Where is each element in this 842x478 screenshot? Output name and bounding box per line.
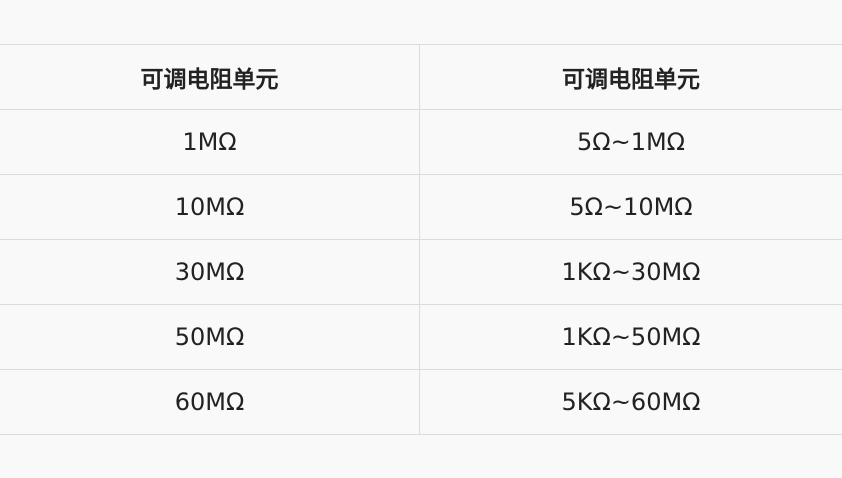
table-cell: 1MΩ: [0, 109, 420, 175]
table-cell: 10MΩ: [0, 174, 420, 240]
table-cell: 30MΩ: [0, 239, 420, 305]
table-row: 30MΩ 1KΩ~30MΩ: [0, 239, 842, 305]
table-cell: 1KΩ~30MΩ: [419, 239, 842, 305]
table-row: 10MΩ 5Ω~10MΩ: [0, 174, 842, 240]
column-header: 可调电阻单元: [419, 44, 842, 110]
table-row: 60MΩ 5KΩ~60MΩ: [0, 369, 842, 435]
table-cell: 5Ω~1MΩ: [419, 109, 842, 175]
table-row: 50MΩ 1KΩ~50MΩ: [0, 304, 842, 370]
table-cell: 1KΩ~50MΩ: [419, 304, 842, 370]
table-cell: 50MΩ: [0, 304, 420, 370]
header-row: 可调电阻单元 可调电阻单元: [0, 44, 842, 110]
table-cell: 5KΩ~60MΩ: [419, 369, 842, 435]
resistance-table: 可调电阻单元 可调电阻单元 1MΩ 5Ω~1MΩ 10MΩ 5Ω~10MΩ 30…: [0, 44, 842, 435]
table-row: 1MΩ 5Ω~1MΩ: [0, 109, 842, 175]
table-cell: 5Ω~10MΩ: [419, 174, 842, 240]
column-header: 可调电阻单元: [0, 44, 420, 110]
table-cell: 60MΩ: [0, 369, 420, 435]
